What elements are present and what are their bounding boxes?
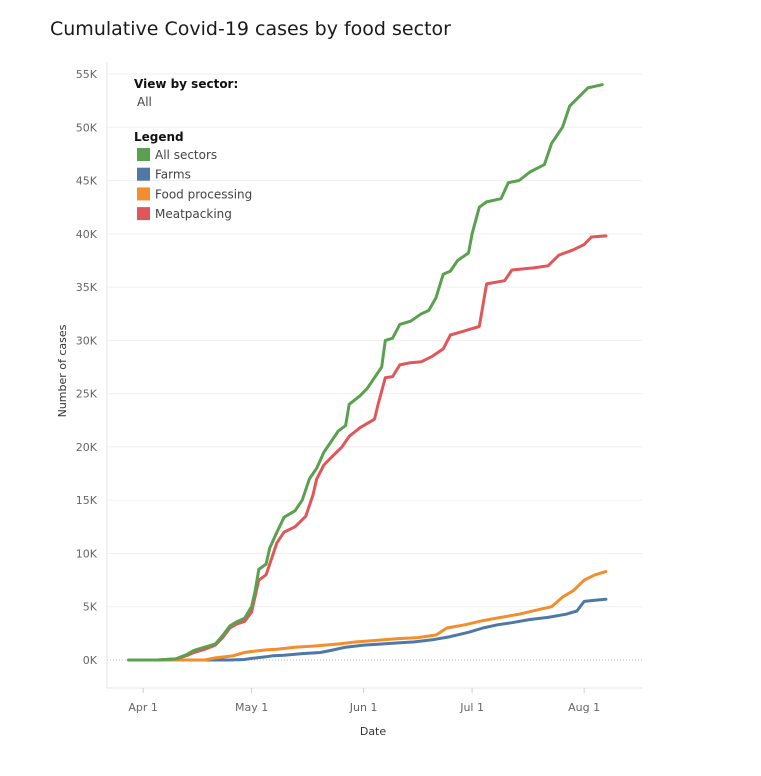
filter-heading: View by sector: (134, 77, 238, 91)
series-line-meatpacking[interactable] (127, 234, 608, 662)
y-tick-label: 45K (76, 175, 98, 188)
x-tick-label: Jun 1 (349, 701, 378, 714)
legend-heading: Legend (134, 130, 184, 144)
filter-control[interactable]: View by sector: All (134, 77, 238, 109)
legend-swatch (137, 148, 150, 161)
y-tick-label: 25K (76, 388, 98, 401)
y-tick-label: 40K (76, 228, 98, 241)
series-line-farms[interactable] (127, 597, 608, 662)
x-tick-label: May 1 (235, 701, 268, 714)
legend-item-label[interactable]: All sectors (155, 148, 217, 162)
y-tick-label: 20K (76, 441, 98, 454)
y-tick-label: 50K (76, 121, 98, 134)
x-tick-label: Aug 1 (568, 701, 600, 714)
legend-swatch (137, 167, 150, 181)
y-tick-label: 0K (83, 654, 98, 667)
y-tick-label: 10K (76, 547, 98, 560)
legend-swatch (137, 207, 150, 221)
chart-title: Cumulative Covid-19 cases by food sector (50, 18, 451, 40)
filter-value[interactable]: All (137, 95, 152, 109)
legend-swatch (137, 187, 150, 201)
x-tick-label: Jul 1 (459, 701, 484, 714)
legend-item-label[interactable]: Food processing (155, 187, 252, 201)
legend-item-label[interactable]: Farms (155, 168, 191, 182)
x-axis-ticks: Apr 1 May 1 Jun 1 Jul 1 Aug 1 (128, 688, 600, 714)
legend: Legend All sectors Farms Food processing Me… (134, 130, 252, 221)
series-line-food-processing[interactable] (127, 570, 608, 662)
series-line-all-sectors[interactable] (127, 83, 604, 662)
series-lines (127, 83, 608, 662)
y-axis-title: Number of cases (56, 324, 69, 417)
y-tick-label: 5K (83, 601, 98, 614)
legend-item-label[interactable]: Meatpacking (155, 207, 232, 221)
y-tick-label: 35K (76, 281, 98, 294)
x-axis-title: Date (360, 725, 387, 738)
x-tick-label: Apr 1 (128, 701, 158, 714)
grid-lines (106, 62, 642, 689)
y-axis-ticks: 0K 5K 10K 15K 20K 25K 30K 35K 40K 45K 50K 55K (76, 68, 98, 667)
y-tick-label: 15K (76, 494, 98, 507)
y-tick-label: 55K (76, 68, 98, 81)
y-tick-label: 30K (76, 334, 98, 347)
